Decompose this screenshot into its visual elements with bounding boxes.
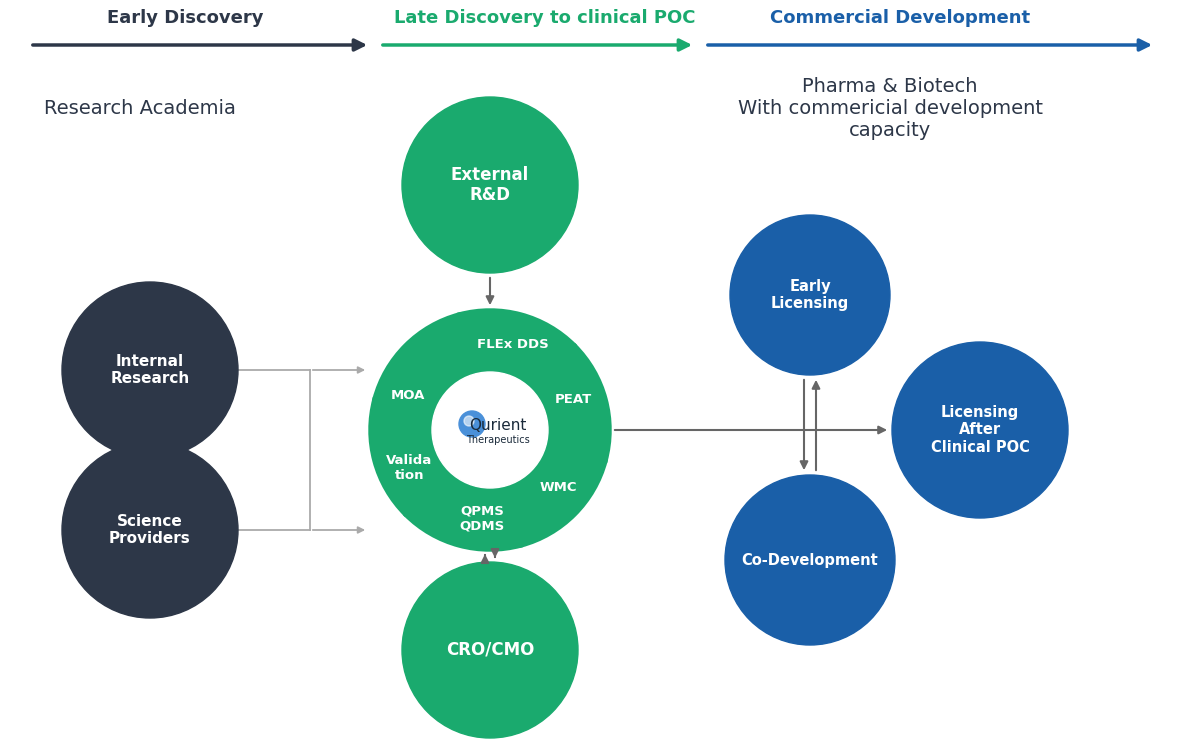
Circle shape — [458, 411, 485, 437]
Text: Late Discovery to clinical POC: Late Discovery to clinical POC — [395, 9, 696, 27]
Text: Science
Providers: Science Providers — [109, 513, 191, 546]
Circle shape — [464, 416, 474, 426]
Wedge shape — [406, 471, 521, 550]
Text: Therapeutics: Therapeutics — [466, 435, 530, 445]
Text: Pharma & Biotech
With commericial development
capacity: Pharma & Biotech With commericial develo… — [738, 76, 1043, 139]
Text: Internal
Research: Internal Research — [110, 354, 190, 386]
Wedge shape — [374, 314, 475, 415]
Text: FLEx DDS: FLEx DDS — [478, 338, 548, 350]
Text: Early Discovery: Early Discovery — [107, 9, 263, 27]
Circle shape — [402, 97, 578, 273]
Text: Early
Licensing: Early Licensing — [770, 279, 850, 311]
Circle shape — [62, 282, 238, 458]
Text: Qurient: Qurient — [469, 418, 527, 433]
Circle shape — [432, 372, 548, 488]
Wedge shape — [370, 399, 449, 515]
Text: MOA: MOA — [391, 389, 425, 401]
Text: External
R&D: External R&D — [451, 165, 529, 204]
Wedge shape — [458, 310, 575, 389]
Text: WMC: WMC — [540, 481, 577, 493]
Circle shape — [402, 562, 578, 738]
Text: QPMS
QDMS: QPMS QDMS — [460, 505, 505, 533]
Text: Co-Development: Co-Development — [742, 553, 878, 568]
Circle shape — [730, 215, 890, 375]
Text: CRO/CMO: CRO/CMO — [446, 641, 534, 659]
Text: Research Academia: Research Academia — [44, 99, 236, 117]
Text: PEAT: PEAT — [556, 393, 593, 406]
Text: Valida
tion: Valida tion — [386, 453, 432, 482]
Circle shape — [725, 475, 895, 645]
Text: Licensing
After
Clinical POC: Licensing After Clinical POC — [930, 405, 1030, 455]
Wedge shape — [505, 445, 606, 546]
Text: Commercial Development: Commercial Development — [770, 9, 1030, 27]
Circle shape — [892, 342, 1068, 518]
Wedge shape — [532, 345, 610, 461]
Circle shape — [62, 442, 238, 618]
